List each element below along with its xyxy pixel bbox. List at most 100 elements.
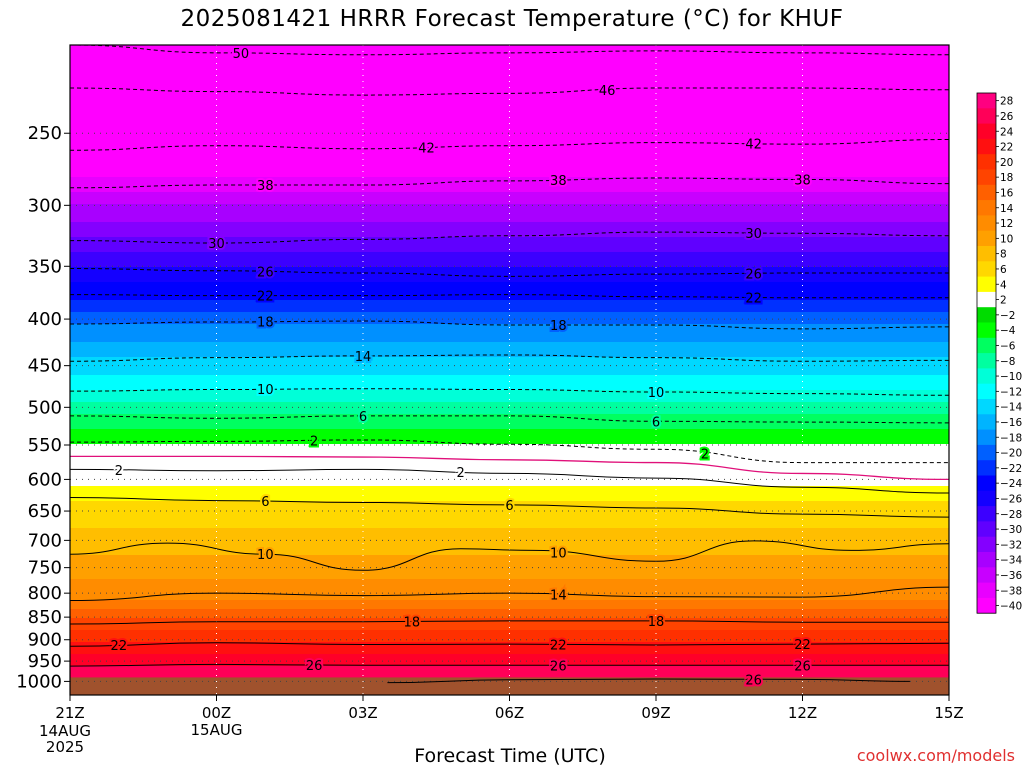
temperature-band xyxy=(70,600,949,604)
temperature-band xyxy=(70,264,949,268)
temperature-band xyxy=(70,447,949,451)
temperature-band xyxy=(70,186,949,190)
y-tick-label: 550 xyxy=(28,435,62,456)
temperature-band xyxy=(70,294,949,298)
y-tick-label: 700 xyxy=(28,530,62,551)
contour-line xyxy=(387,678,910,684)
temperature-band xyxy=(70,399,949,403)
colorbar-label: 26 xyxy=(1000,111,1014,123)
temperature-band xyxy=(70,291,949,295)
temperature-band xyxy=(70,123,949,127)
temperature-band xyxy=(70,594,949,598)
temperature-band xyxy=(70,348,949,352)
temperature-band xyxy=(70,468,949,472)
temperature-band xyxy=(70,234,949,238)
temperature-band xyxy=(70,306,949,310)
temperature-band xyxy=(70,525,949,529)
temperature-band xyxy=(70,312,949,316)
temperature-band xyxy=(70,126,949,130)
colorbar-swatch xyxy=(977,261,996,277)
x-tick-label: 21Z xyxy=(55,704,84,722)
temperature-band xyxy=(70,660,949,664)
colorbar-swatch xyxy=(977,307,996,323)
temperature-band xyxy=(70,369,949,373)
colorbar-label: 18 xyxy=(1000,172,1013,184)
temperature-band xyxy=(70,330,949,334)
temperature-band xyxy=(70,507,949,511)
temperature-band xyxy=(70,618,949,622)
temperature-band xyxy=(70,570,949,574)
temperature-band xyxy=(70,489,949,493)
temperature-band xyxy=(70,630,949,634)
temperature-band xyxy=(70,243,949,247)
temperature-band xyxy=(70,153,949,157)
temperature-band xyxy=(70,60,949,64)
temperature-band xyxy=(70,486,949,490)
contour-label: 22 xyxy=(257,290,274,305)
colorbar-swatch xyxy=(977,429,996,446)
colorbar-swatch xyxy=(977,322,996,339)
colorbar-swatch xyxy=(977,567,996,583)
temperature-band xyxy=(70,627,949,631)
temperature-band xyxy=(70,66,949,70)
colorbar-label: 20 xyxy=(1000,157,1013,169)
temperature-band xyxy=(70,435,949,439)
y-tick-label: 450 xyxy=(28,356,62,377)
contour-label: 14 xyxy=(550,588,567,603)
temperature-band xyxy=(70,477,949,481)
temperature-band xyxy=(70,534,949,538)
colorbar-label: −12 xyxy=(1000,386,1022,398)
temperature-band xyxy=(70,426,949,430)
temperature-band xyxy=(70,492,949,496)
temperature-band xyxy=(70,465,949,469)
contour-label: 26 xyxy=(745,267,762,282)
temperature-band xyxy=(70,135,949,139)
temperature-band xyxy=(70,672,949,676)
colorbar-label: −16 xyxy=(1000,417,1022,429)
temperature-band xyxy=(70,138,949,142)
colorbar-swatch xyxy=(977,414,996,430)
temperature-band xyxy=(70,105,949,109)
colorbar-swatch xyxy=(977,93,996,109)
contour-label: 10 xyxy=(550,547,567,562)
temperature-band xyxy=(70,453,949,457)
temperature-band xyxy=(70,90,949,94)
temperature-band xyxy=(70,462,949,466)
colorbar-label: −2 xyxy=(1000,310,1015,322)
colorbar-swatch xyxy=(977,383,996,400)
colorbar-swatch xyxy=(977,490,996,507)
colorbar-swatch xyxy=(977,368,996,385)
temperature-band xyxy=(70,189,949,193)
temperature-band xyxy=(70,615,949,619)
colorbar-label: −30 xyxy=(1000,524,1022,536)
temperature-band xyxy=(70,45,949,49)
contour-label: 42 xyxy=(418,141,435,156)
temperature-band xyxy=(70,72,949,76)
temperature-band xyxy=(70,231,949,235)
temperature-band xyxy=(70,288,949,292)
temperature-band xyxy=(70,384,949,388)
contour-label: 18 xyxy=(257,316,274,331)
contour-label: 26 xyxy=(794,659,811,674)
contour-label: 26 xyxy=(550,659,567,674)
temperature-band xyxy=(70,387,949,391)
temperature-band xyxy=(70,549,949,553)
colorbar-swatch xyxy=(977,215,996,232)
temperature-band xyxy=(70,606,949,610)
colorbar-label: 22 xyxy=(1000,142,1013,154)
temperature-band xyxy=(70,168,949,172)
start-date-label: 14AUG 2025 xyxy=(39,722,91,756)
colorbar-swatch xyxy=(977,169,996,186)
contour-label: 26 xyxy=(745,673,762,688)
contour-label: 6 xyxy=(261,495,269,510)
contour-label: 38 xyxy=(794,173,811,188)
colorbar-swatch xyxy=(977,597,996,614)
colorbar-swatch xyxy=(977,521,996,538)
x-tick-label: 06Z xyxy=(495,704,524,722)
contour-label: 22 xyxy=(550,638,567,653)
temperature-band xyxy=(70,222,949,226)
contour-label: 30 xyxy=(208,237,225,252)
colorbar-label: −20 xyxy=(1000,448,1022,460)
temperature-band xyxy=(70,645,949,649)
colorbar-label: −22 xyxy=(1000,463,1022,475)
